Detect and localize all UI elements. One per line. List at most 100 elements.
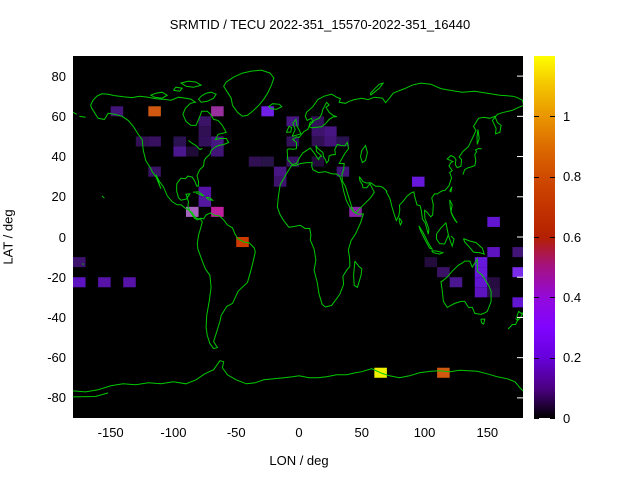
right-border-tick-mark xyxy=(517,357,523,359)
coastline xyxy=(276,162,365,308)
heatmap-cell xyxy=(286,156,299,167)
heatmap-cell xyxy=(211,206,224,217)
coastline xyxy=(73,111,78,115)
right-border-tick-mark xyxy=(517,156,523,158)
heatmap-cell xyxy=(198,196,212,207)
heatmap-cell xyxy=(148,136,161,147)
heatmap-cell xyxy=(311,136,325,147)
heatmap-cell xyxy=(512,267,525,278)
colorbar-tick-label: 0 xyxy=(563,410,571,426)
plot-title: SRMTID / TECU 2022-351_15570-2022-351_16… xyxy=(169,17,471,32)
x-tick-label: -50 xyxy=(226,425,246,440)
colorbar-tick-mark xyxy=(534,237,539,238)
heatmap-cell xyxy=(173,136,186,147)
y-tick-label: -40 xyxy=(47,309,66,325)
heatmap-cell xyxy=(324,136,337,147)
heatmap-cell xyxy=(286,116,299,127)
heatmap-cell xyxy=(261,106,274,117)
colorbar xyxy=(534,56,555,418)
heatmap-cell xyxy=(236,237,249,248)
heatmap-cell xyxy=(487,247,500,258)
right-border-tick-mark xyxy=(517,276,523,278)
coastline xyxy=(449,199,458,224)
heatmap-cell xyxy=(98,277,111,288)
colorbar-tick-mark xyxy=(550,176,555,178)
right-border-tick-mark xyxy=(517,75,523,77)
coastline xyxy=(223,69,275,117)
heatmap-cell xyxy=(449,277,463,288)
heatmap-cell xyxy=(73,277,86,288)
heatmap-cell xyxy=(248,156,262,167)
heatmap-cell xyxy=(198,186,212,197)
heatmap-cell xyxy=(474,287,488,298)
coastline xyxy=(476,129,480,145)
colorbar-tick-label: 1 xyxy=(563,108,571,124)
heatmap-cell xyxy=(273,166,287,177)
heatmap-cell xyxy=(273,176,287,187)
heatmap-cell xyxy=(437,267,450,278)
colorbar-tick-mark xyxy=(534,116,539,118)
heatmap-cell xyxy=(336,136,350,147)
colorbar-tick-mark xyxy=(550,237,555,238)
coastline xyxy=(480,318,486,325)
heatmap-cell xyxy=(261,156,274,167)
coastline xyxy=(173,86,184,92)
right-border-tick-mark xyxy=(517,236,523,238)
colorbar-tick-mark xyxy=(550,357,555,359)
coastline xyxy=(507,318,519,330)
heatmap-cell xyxy=(311,116,325,127)
coastline xyxy=(73,360,525,394)
colorbar-tick-label: 0.4 xyxy=(563,289,582,305)
coastline xyxy=(516,310,524,322)
right-border-tick-mark xyxy=(517,397,523,399)
heatmap-cell xyxy=(186,146,199,157)
heatmap-cell xyxy=(412,176,425,187)
coastline xyxy=(285,125,293,133)
coastline xyxy=(90,93,256,350)
heatmap-cell xyxy=(148,106,161,117)
coastline xyxy=(286,82,525,235)
heatmap-cell xyxy=(211,146,224,157)
coastline xyxy=(462,147,482,175)
coastline xyxy=(149,91,169,99)
heatmap-cell xyxy=(311,126,325,137)
coastline xyxy=(82,263,84,265)
y-tick-label: 80 xyxy=(51,68,66,84)
x-tick-label: 150 xyxy=(476,425,499,440)
colorbar-tick-mark xyxy=(550,297,555,299)
heatmap-cell xyxy=(512,247,525,258)
colorbar-tick-label: 0.6 xyxy=(563,229,582,245)
coastline xyxy=(73,392,109,398)
x-tick-label: -150 xyxy=(97,425,124,440)
heatmap-cell xyxy=(211,106,224,117)
right-border-tick-mark xyxy=(517,316,523,318)
coastline xyxy=(418,225,434,251)
heatmap-cell xyxy=(512,297,525,308)
coastline xyxy=(431,250,445,255)
coastline xyxy=(370,82,385,96)
plot-right-border xyxy=(523,56,525,418)
heatmap-cell xyxy=(198,126,212,137)
x-tick-label: 50 xyxy=(354,425,369,440)
heatmap-cell xyxy=(286,136,299,147)
coastline xyxy=(353,260,363,289)
coastline xyxy=(463,238,485,255)
coastline xyxy=(449,186,453,193)
colorbar-tick-mark xyxy=(534,176,539,178)
x-tick-label: 0 xyxy=(295,425,303,440)
heatmap-cell xyxy=(173,146,186,157)
heatmap-cell xyxy=(487,287,500,298)
heatmap-cell xyxy=(311,156,325,167)
colorbar-tick-label: 0.8 xyxy=(563,169,582,185)
heatmap-cell xyxy=(198,136,212,147)
coastline xyxy=(268,103,283,110)
right-border-tick-mark xyxy=(517,196,523,198)
coastline xyxy=(192,191,205,197)
coastline xyxy=(179,80,203,88)
colorbar-tick-mark xyxy=(550,418,555,419)
coastline xyxy=(398,217,403,227)
y-tick-label: 0 xyxy=(58,229,66,245)
coastline xyxy=(188,140,203,151)
y-tick-label: 20 xyxy=(51,189,66,205)
y-tick-label: -60 xyxy=(47,350,66,366)
